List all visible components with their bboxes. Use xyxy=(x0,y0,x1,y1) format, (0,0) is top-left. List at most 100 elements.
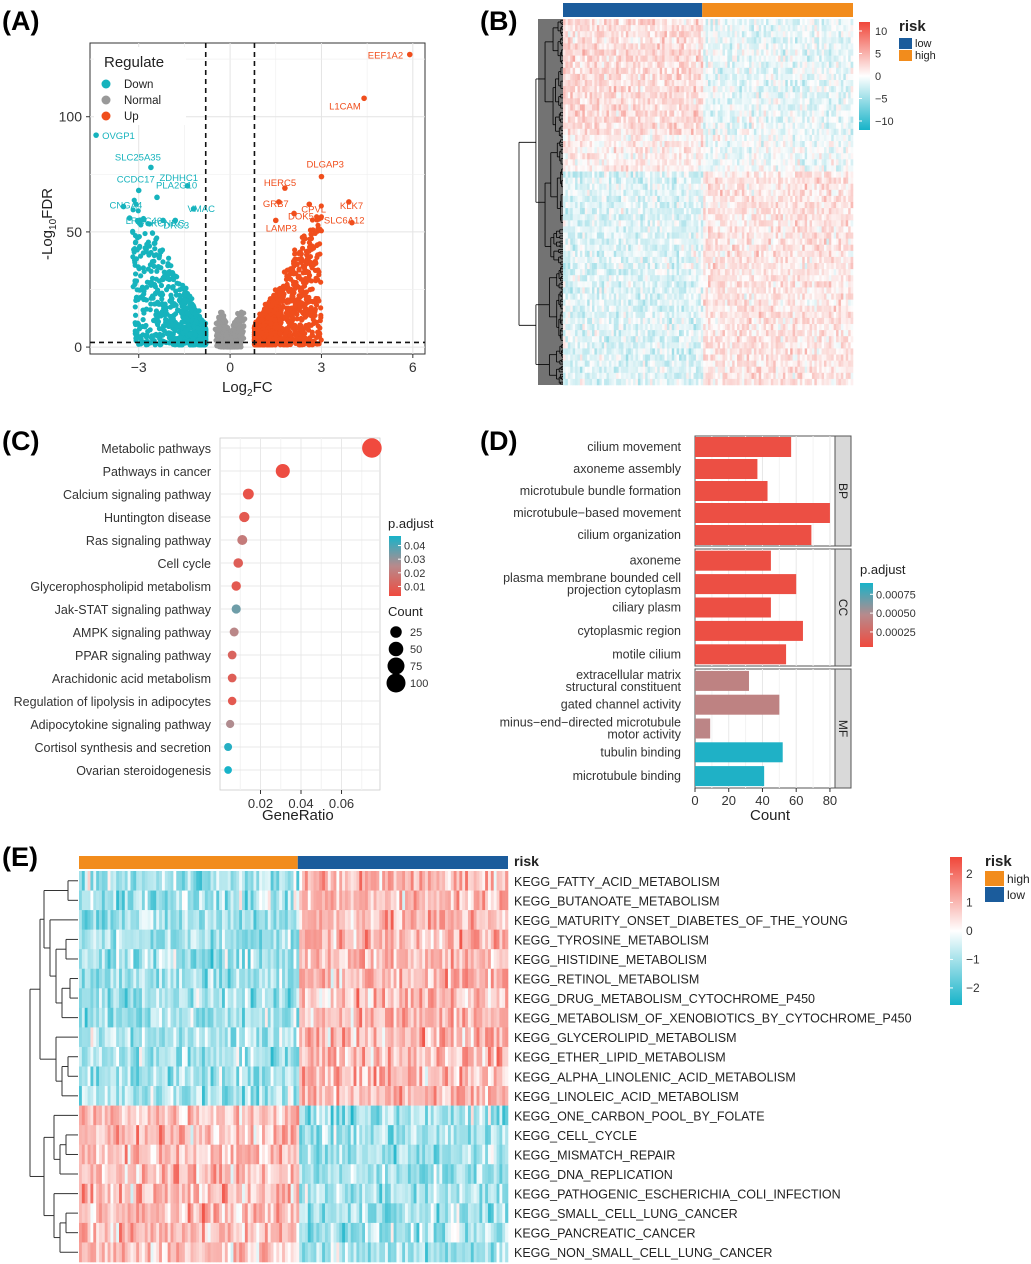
heatmap-cell xyxy=(753,49,757,56)
heatmap-cell xyxy=(601,67,605,75)
heatmap-cell xyxy=(763,25,767,32)
heatmap-cell xyxy=(664,61,668,69)
heatmap-cell xyxy=(652,55,656,62)
volcano-point-label: SLC25A35 xyxy=(115,152,161,163)
heatmap-cell xyxy=(826,19,830,26)
heatmap-cell xyxy=(758,49,762,56)
heatmap-cell xyxy=(843,55,847,62)
heatmap-cell xyxy=(599,19,602,26)
heatmap-cell xyxy=(787,55,791,62)
heatmap-cell xyxy=(821,43,825,50)
heatmap-cell xyxy=(616,49,619,56)
heatmap-cell xyxy=(635,31,639,38)
volcano-point-down xyxy=(157,248,163,254)
heatmap-cell xyxy=(611,73,615,81)
heatmap-cell xyxy=(724,67,728,75)
volcano-point-up xyxy=(293,279,299,286)
heatmap-cell xyxy=(645,19,648,26)
heatmap-cell xyxy=(715,61,718,69)
heatmap-cell xyxy=(715,37,718,44)
volcano-point-label: CCDC17 xyxy=(117,174,155,185)
heatmap-cell xyxy=(618,19,622,26)
volcano-point-up xyxy=(302,292,308,298)
heatmap-cell xyxy=(739,25,743,32)
heatmap-cell xyxy=(662,73,665,81)
heatmap-cell xyxy=(666,31,670,38)
heatmap-cell xyxy=(628,61,631,69)
heatmap-cell xyxy=(596,25,600,32)
heatmap-cell xyxy=(567,61,571,69)
heatmap-cell xyxy=(746,67,750,75)
volcano-point-down xyxy=(187,302,193,308)
volcano-point-up xyxy=(297,322,303,328)
volcano-point-up xyxy=(307,244,313,250)
heatmap-cell xyxy=(642,37,646,44)
heatmap-cell xyxy=(819,49,822,56)
heatmap-cell xyxy=(650,73,653,81)
heatmap-cell xyxy=(732,73,735,81)
heatmap-cell xyxy=(708,73,711,81)
heatmap-cell xyxy=(737,19,740,26)
heatmap-cell xyxy=(613,73,617,81)
heatmap-cell xyxy=(601,49,605,56)
heatmap-cell xyxy=(717,61,721,69)
heatmap-cell xyxy=(831,43,834,50)
volcano-point-down xyxy=(143,334,150,340)
heatmap-cell xyxy=(671,37,675,44)
heatmap-cell xyxy=(642,19,646,26)
heatmap-cell xyxy=(802,55,805,62)
heatmap-cell xyxy=(710,25,714,32)
heatmap-cell xyxy=(621,43,624,50)
heatmap-cell xyxy=(848,31,851,38)
heatmap-cell xyxy=(565,55,569,62)
heatmap-cell xyxy=(570,37,573,44)
heatmap-cell xyxy=(567,31,571,38)
heatmap-cell xyxy=(814,31,818,38)
heatmap-cell xyxy=(737,37,740,44)
heatmap-cell xyxy=(809,31,813,38)
heatmap-cell xyxy=(575,19,578,26)
heatmap-cell xyxy=(744,73,747,81)
heatmap-cell xyxy=(577,37,581,44)
heatmap-cell xyxy=(722,49,726,56)
heatmap-cell xyxy=(845,49,849,56)
heatmap-cell xyxy=(613,61,617,69)
heatmap-cell xyxy=(787,31,791,38)
heatmap-cell xyxy=(572,49,576,56)
heatmap-cell xyxy=(579,25,583,32)
heatmap-cell xyxy=(729,37,733,44)
heatmap-cell xyxy=(836,61,839,69)
heatmap-cell xyxy=(628,55,631,62)
heatmap-cell xyxy=(848,19,851,26)
heatmap-cell xyxy=(662,55,665,62)
heatmap-cell xyxy=(686,67,689,75)
heatmap-cell xyxy=(780,49,784,56)
heatmap-cell xyxy=(698,61,702,69)
heatmap-cell xyxy=(657,19,660,26)
volcano-point-down xyxy=(133,335,139,341)
heatmap-cell xyxy=(654,19,658,26)
heatmap-cell xyxy=(630,31,634,38)
heatmap-cell xyxy=(768,49,772,56)
heatmap-cell xyxy=(577,67,581,75)
volcano-point-normal xyxy=(214,326,220,332)
heatmap-cell xyxy=(618,73,622,81)
heatmap-cell xyxy=(741,25,745,32)
heatmap-cell xyxy=(824,37,827,44)
heatmap-cell xyxy=(623,67,627,75)
heatmap-cell xyxy=(768,19,772,26)
heatmap-cell xyxy=(831,37,834,44)
heatmap-cell xyxy=(654,49,658,56)
heatmap-cell xyxy=(608,37,612,44)
heatmap-cell xyxy=(662,43,665,50)
heatmap-cell xyxy=(698,37,702,44)
heatmap-cell xyxy=(628,73,631,81)
heatmap-cell xyxy=(633,43,636,50)
heatmap-cell xyxy=(828,31,832,38)
heatmap-cell xyxy=(795,25,798,32)
heatmap-cell xyxy=(686,37,689,44)
heatmap-cell xyxy=(589,43,593,50)
heatmap-cell xyxy=(744,19,747,26)
volcano-point-down xyxy=(159,296,165,302)
